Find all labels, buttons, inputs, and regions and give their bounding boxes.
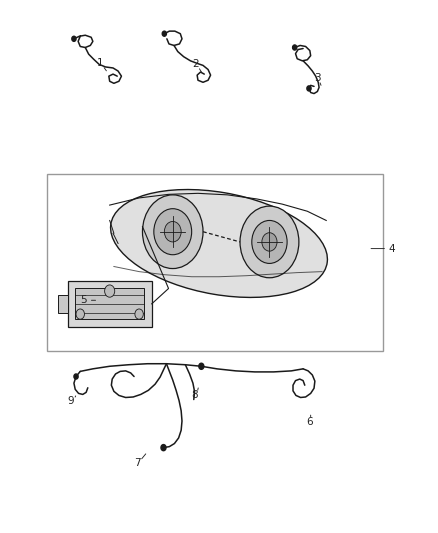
Circle shape xyxy=(164,222,181,242)
Text: 5: 5 xyxy=(80,295,87,305)
Text: 9: 9 xyxy=(68,396,74,406)
Circle shape xyxy=(161,445,166,451)
Circle shape xyxy=(162,31,166,36)
Circle shape xyxy=(252,221,287,263)
Circle shape xyxy=(262,233,277,251)
Circle shape xyxy=(72,36,76,42)
Circle shape xyxy=(135,309,143,319)
Circle shape xyxy=(293,45,297,50)
Circle shape xyxy=(142,195,203,269)
Circle shape xyxy=(240,206,299,278)
Bar xyxy=(75,288,144,319)
Text: 8: 8 xyxy=(192,391,198,400)
Text: 2: 2 xyxy=(193,59,199,69)
Circle shape xyxy=(154,209,192,255)
Circle shape xyxy=(199,363,204,369)
Text: 3: 3 xyxy=(314,72,321,83)
Ellipse shape xyxy=(110,190,328,297)
Bar xyxy=(67,281,152,327)
Circle shape xyxy=(76,309,85,319)
Text: 6: 6 xyxy=(306,417,313,427)
Circle shape xyxy=(74,374,78,379)
Text: 7: 7 xyxy=(134,458,140,469)
Text: 4: 4 xyxy=(388,244,395,254)
Text: 1: 1 xyxy=(97,58,104,68)
Circle shape xyxy=(105,285,115,297)
Circle shape xyxy=(307,86,311,91)
Bar xyxy=(58,295,67,312)
Bar xyxy=(46,174,383,351)
